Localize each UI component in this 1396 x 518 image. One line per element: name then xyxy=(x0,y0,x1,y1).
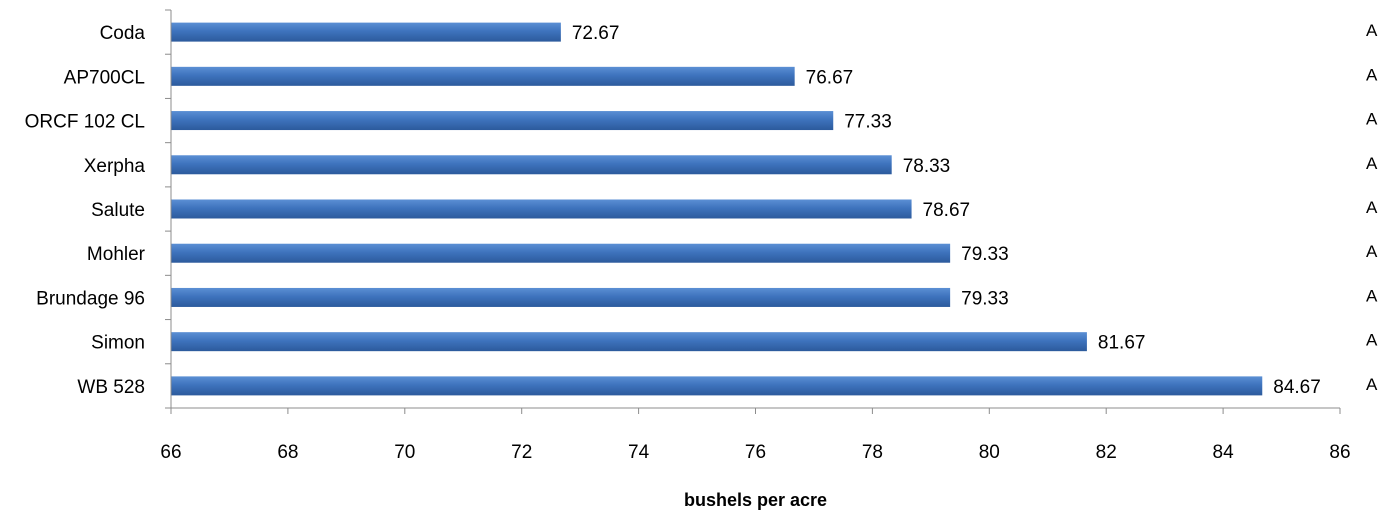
group-letter-5: A xyxy=(1366,242,1378,261)
bar-3 xyxy=(171,155,892,175)
category-label-2: ORCF 102 CL xyxy=(25,112,145,133)
group-letter-6: A xyxy=(1366,286,1378,305)
data-label-1: 76.67 xyxy=(806,67,854,88)
x-tick-label-8: 82 xyxy=(1096,442,1117,463)
bar-7 xyxy=(171,332,1087,352)
data-label-7: 81.67 xyxy=(1098,333,1146,354)
x-tick-label-10: 86 xyxy=(1329,442,1350,463)
data-label-4: 78.67 xyxy=(923,200,971,221)
group-letter-2: A xyxy=(1366,110,1378,129)
category-label-4: Salute xyxy=(91,200,145,221)
x-tick-label-2: 70 xyxy=(394,442,415,463)
bar-8 xyxy=(171,376,1263,396)
x-tick-label-6: 78 xyxy=(862,442,883,463)
x-tick-label-4: 74 xyxy=(628,442,650,463)
group-letter-4: A xyxy=(1366,198,1378,217)
data-label-2: 77.33 xyxy=(844,112,892,133)
group-letter-7: A xyxy=(1366,331,1378,350)
bar-1 xyxy=(171,66,795,86)
x-tick-label-5: 76 xyxy=(745,442,766,463)
x-tick-label-0: 66 xyxy=(160,442,181,463)
data-label-0: 72.67 xyxy=(572,23,620,44)
data-label-5: 79.33 xyxy=(961,244,1009,265)
bars-layer: 72.67 A 76.67 A 77.33 A 78.33 A 78.67 A 79.33 A 79.3… xyxy=(171,21,1378,398)
x-axis-ticks: 66 68 70 72 74 76 78 80 82 84 86 xyxy=(160,408,1351,463)
data-label-8: 84.67 xyxy=(1273,377,1321,398)
category-label-0: Coda xyxy=(100,23,146,44)
x-tick-label-9: 84 xyxy=(1213,442,1235,463)
x-tick-label-7: 80 xyxy=(979,442,1000,463)
category-label-5: Mohler xyxy=(87,244,146,265)
y-axis-ticks: Coda AP700CL ORCF 102 CL Xerpha Salute Mohler… xyxy=(25,9,171,409)
group-letter-3: A xyxy=(1366,154,1378,173)
x-tick-label-1: 68 xyxy=(277,442,298,463)
group-letter-0: A xyxy=(1366,21,1378,40)
category-label-6: Brundage 96 xyxy=(36,288,145,309)
x-axis-title: bushels per acre xyxy=(684,490,827,510)
bar-2 xyxy=(171,111,834,131)
data-label-6: 79.33 xyxy=(961,288,1009,309)
data-label-3: 78.33 xyxy=(903,156,951,177)
bar-5 xyxy=(171,243,951,263)
bar-6 xyxy=(171,287,951,307)
group-letter-8: A xyxy=(1366,375,1378,394)
category-label-3: Xerpha xyxy=(84,156,146,177)
bar-0 xyxy=(171,22,561,42)
group-letter-1: A xyxy=(1366,65,1378,84)
bar-4 xyxy=(171,199,912,219)
category-label-1: AP700CL xyxy=(64,67,145,88)
category-label-8: WB 528 xyxy=(77,377,145,398)
x-tick-label-3: 72 xyxy=(511,442,532,463)
category-label-7: Simon xyxy=(91,333,145,354)
